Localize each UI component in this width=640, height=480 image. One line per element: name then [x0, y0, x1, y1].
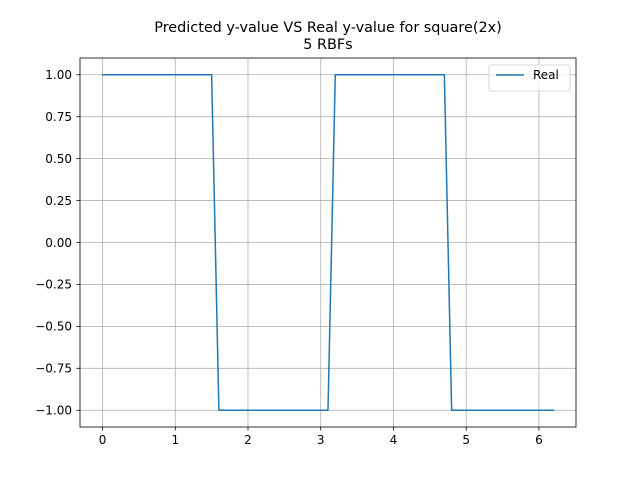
x-tick-label: 4 — [390, 433, 398, 447]
legend-box — [488, 64, 571, 92]
x-tick-label: 3 — [317, 433, 325, 447]
y-tick-label: 0.25 — [45, 194, 72, 208]
x-tick-label: 5 — [462, 433, 470, 447]
y-tick-label: 1.00 — [45, 68, 72, 82]
y-tick-label: −0.50 — [35, 320, 72, 334]
chart-title: Predicted y-value VS Real y-value for sq… — [154, 20, 501, 36]
y-tick-label: 0.75 — [45, 110, 72, 124]
chart-subtitle: 5 RBFs — [303, 37, 352, 53]
series-line-real — [101, 74, 555, 411]
legend: Real — [488, 64, 571, 92]
grid — [80, 58, 576, 427]
y-tick-label: −0.75 — [35, 362, 72, 376]
x-tick-label: 0 — [99, 433, 107, 447]
x-tick-label: 1 — [171, 433, 179, 447]
y-tick-label: −1.00 — [35, 404, 72, 418]
y-tick-label: 0.50 — [45, 152, 72, 166]
x-tick-label: 6 — [535, 433, 543, 447]
x-tick-label: 2 — [244, 433, 252, 447]
series-layer — [101, 74, 555, 411]
ticks: 0 1 2 3 4 5 6 −1.00 −0.75 −0.50 −0.25 0.00 0.25 0.50 0… — [35, 68, 543, 447]
y-tick-label: −0.25 — [35, 278, 72, 292]
y-tick-label: 0.00 — [45, 236, 72, 250]
legend-label-real: Real — [533, 68, 559, 82]
